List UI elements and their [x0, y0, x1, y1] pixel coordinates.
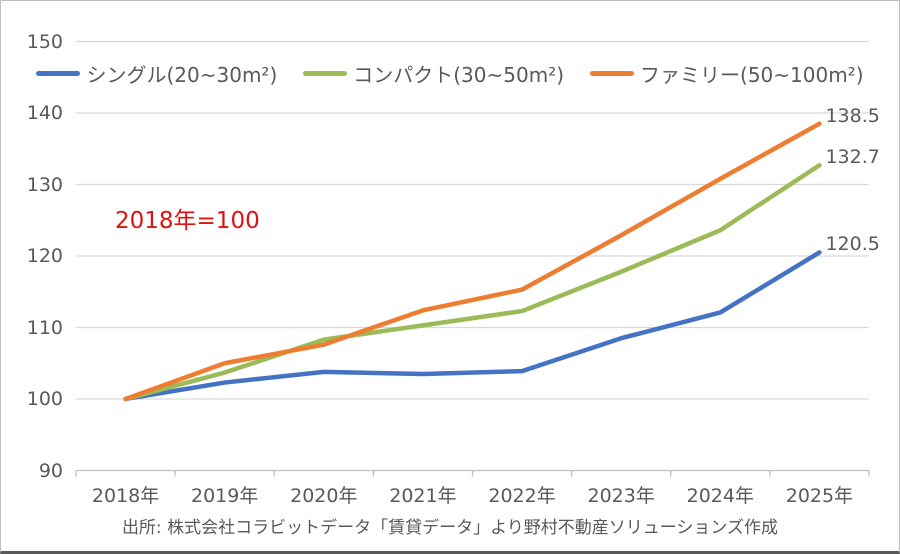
- end-value-label-family: 138.5: [825, 104, 880, 127]
- baseline-annotation: 2018年=100: [115, 208, 260, 234]
- legend-label-single: シングル(20~30m²): [86, 63, 278, 87]
- y-tick-label: 90: [38, 459, 63, 482]
- legend-item-compact: コンパクト(30~50m²): [303, 59, 564, 88]
- y-tick-label: 140: [26, 102, 63, 124]
- legend-label-compact: コンパクト(30~50m²): [353, 63, 565, 87]
- x-tick-label: 2019年: [191, 485, 259, 507]
- source-note: 出所: 株式会社コラビットデータ「賃貸データ」より野村不動産ソリューションズ作成: [121, 518, 779, 538]
- x-tick-label: 2020年: [290, 485, 358, 507]
- y-tick-label: 150: [26, 30, 63, 53]
- y-tick-label: 130: [26, 173, 63, 196]
- legend-line-swatch-family: [590, 71, 635, 76]
- end-value-label-single: 120.5: [825, 233, 880, 256]
- x-tick-label: 2025年: [785, 485, 854, 507]
- x-tick-label: 2021年: [389, 485, 457, 507]
- legend-line-swatch-single: [36, 71, 81, 76]
- series-line-family: [123, 121, 822, 402]
- x-tick-label: 2024年: [686, 485, 754, 507]
- y-tick-label: 110: [26, 316, 63, 339]
- end-value-label-compact: 132.7: [825, 146, 880, 169]
- x-tick-label: 2023年: [587, 485, 655, 507]
- legend-label-family: ファミリー(50~100m²): [640, 63, 864, 87]
- series-line-compact: [123, 162, 822, 402]
- legend: シングル(20~30m²) コンパクト(30~50m²) ファミリー(50~100m…: [1, 59, 899, 88]
- legend-item-single: シングル(20~30m²): [36, 59, 277, 88]
- legend-line-swatch-compact: [303, 71, 348, 76]
- x-tick-label: 2022年: [488, 485, 556, 507]
- series-line-single: [123, 250, 822, 402]
- y-tick-label: 120: [26, 245, 63, 267]
- x-tick-label: 2018年: [91, 485, 160, 507]
- y-tick-label: 100: [26, 388, 63, 410]
- legend-item-family: ファミリー(50~100m²): [590, 59, 864, 88]
